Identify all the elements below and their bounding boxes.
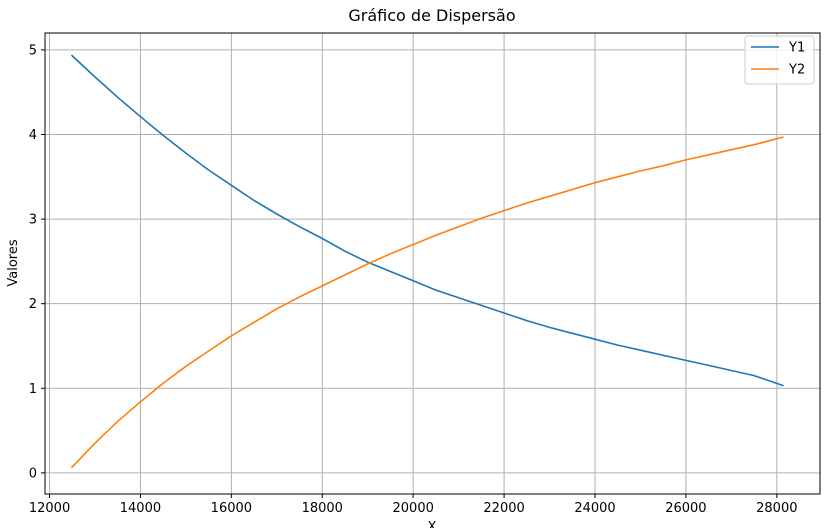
y-axis-title: Valores [6, 239, 21, 286]
legend-label-y2: Y2 [788, 63, 805, 78]
x-axis-title: X [428, 520, 437, 528]
y-tick-label: 1 [29, 382, 37, 397]
y-tick-label: 4 [29, 128, 37, 143]
grid [45, 33, 820, 494]
series-line-y1 [70, 54, 784, 387]
y-tick-label: 5 [29, 43, 37, 58]
axis-ticks: 12000 14000 16000 18000 20000 22000 24000 26000… [29, 43, 798, 516]
x-tick-label: 28000 [756, 501, 797, 516]
x-tick-label: 26000 [665, 501, 706, 516]
x-tick-label: 20000 [393, 501, 434, 516]
x-tick-label: 16000 [211, 501, 252, 516]
series-lines [70, 54, 784, 469]
x-tick-label: 12000 [29, 501, 70, 516]
series-line-y2 [70, 136, 784, 469]
x-tick-label: 14000 [120, 501, 161, 516]
x-tick-label: 22000 [483, 501, 524, 516]
legend-box [744, 35, 815, 85]
legend-label-y1: Y1 [788, 41, 805, 56]
x-tick-label: 18000 [302, 501, 343, 516]
y-tick-label: 2 [29, 297, 37, 312]
chart-title: Gráfico de Dispersão [348, 6, 515, 25]
y-tick-label: 0 [29, 466, 37, 481]
plot-frame [44, 32, 821, 495]
x-tick-label: 24000 [574, 501, 615, 516]
y-tick-label: 3 [29, 213, 37, 228]
